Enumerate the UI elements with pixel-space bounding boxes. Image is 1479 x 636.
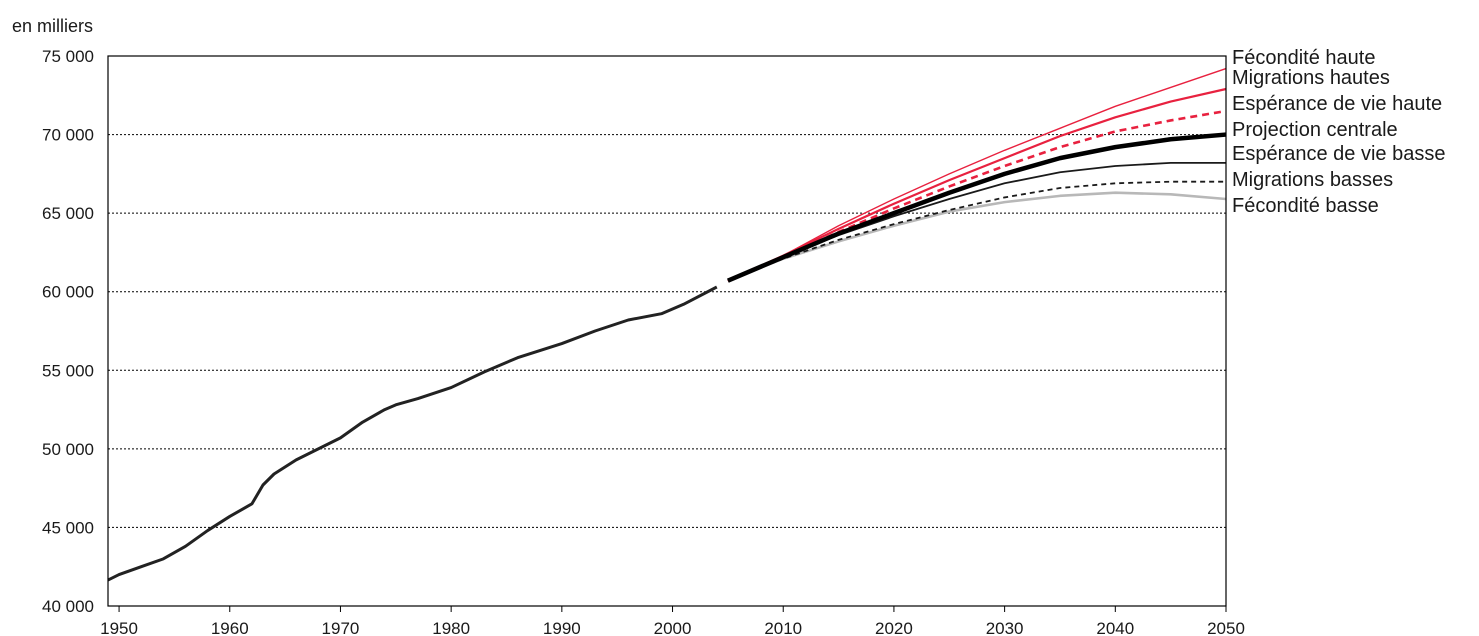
x-tick-label: 1960 (211, 619, 249, 636)
plot-frame (107, 55, 1227, 607)
series-line-4 (727, 161, 1226, 282)
legend-entry: Migrations basses (1232, 169, 1393, 191)
series-layer (107, 67, 1227, 582)
x-tick-label: 2020 (875, 619, 913, 636)
y-tick-label: 65 000 (42, 204, 94, 223)
series-line-6 (727, 191, 1227, 282)
unit-label: en milliers (12, 16, 93, 36)
legend-entry: Espérance de vie haute (1232, 93, 1442, 115)
series-line-1 (727, 87, 1227, 282)
x-tick-label: 2050 (1207, 619, 1245, 636)
series-line-5 (727, 180, 1226, 282)
legend-entry: Migrations hautes (1232, 67, 1390, 89)
x-tick-label: 1970 (322, 619, 360, 636)
series-line-3 (726, 132, 1227, 283)
x-axis-ticks: 1950 1960 1970 1980 1990 2000 2010 2020 2030 2040… (100, 606, 1245, 636)
legend-entry: Projection centrale (1232, 119, 1398, 141)
y-tick-label: 55 000 (42, 361, 94, 380)
series-line-0 (727, 67, 1227, 282)
historical-population-line (107, 285, 718, 582)
legend-entry: Fécondité basse (1232, 195, 1379, 217)
y-axis-ticks: 40 000 45 000 50 000 55 000 60 000 65 000 70 0… (42, 47, 94, 616)
y-tick-label: 40 000 (42, 597, 94, 616)
y-tick-label: 75 000 (42, 47, 94, 66)
x-tick-label: 1950 (100, 619, 138, 636)
x-tick-label: 1990 (543, 619, 581, 636)
y-tick-label: 60 000 (42, 283, 94, 302)
legend-entry: Fécondité haute (1232, 47, 1375, 69)
x-tick-label: 1980 (432, 619, 470, 636)
x-tick-label: 2030 (986, 619, 1024, 636)
x-tick-label: 2040 (1096, 619, 1134, 636)
legend-entry: Espérance de vie basse (1232, 143, 1445, 165)
y-tick-label: 50 000 (42, 440, 94, 459)
series-line-2 (727, 109, 1227, 282)
y-tick-label: 70 000 (42, 126, 94, 145)
x-tick-label: 2010 (764, 619, 802, 636)
x-tick-label: 2000 (654, 619, 692, 636)
y-tick-label: 45 000 (42, 518, 94, 537)
gridlines (108, 134, 1226, 528)
